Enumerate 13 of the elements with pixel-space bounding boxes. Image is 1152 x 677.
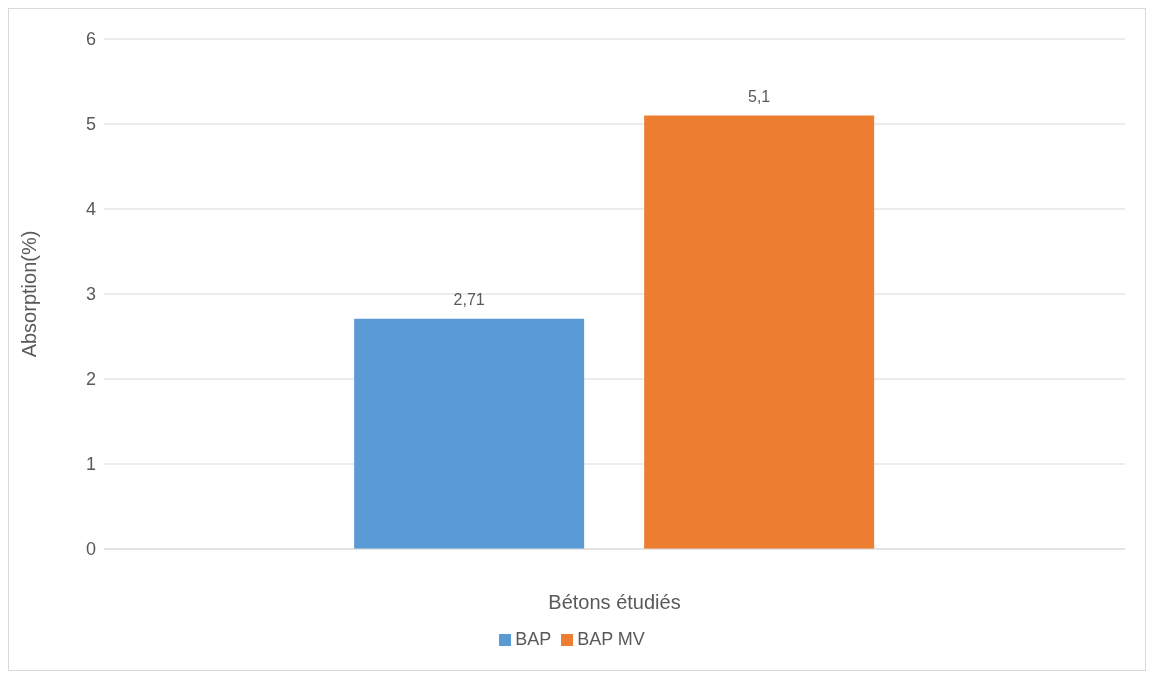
data-label: 2,71 (453, 290, 485, 308)
y-tick-label: 5 (85, 114, 96, 135)
y-tick-label: 0 (85, 539, 96, 560)
y-tick-label: 2 (85, 369, 96, 390)
data-label: 5,1 (748, 87, 771, 105)
y-tick-label: 3 (85, 284, 96, 305)
y-tick-label: 1 (85, 454, 96, 475)
y-tick-label: 6 (85, 29, 96, 50)
legend-label: BAP (515, 629, 552, 649)
y-tick-label: 4 (85, 199, 96, 220)
x-axis-title: Bétons étudiés (548, 591, 681, 613)
y-axis-title: Absorption(%) (18, 230, 41, 358)
legend-label: BAP MV (577, 629, 645, 649)
